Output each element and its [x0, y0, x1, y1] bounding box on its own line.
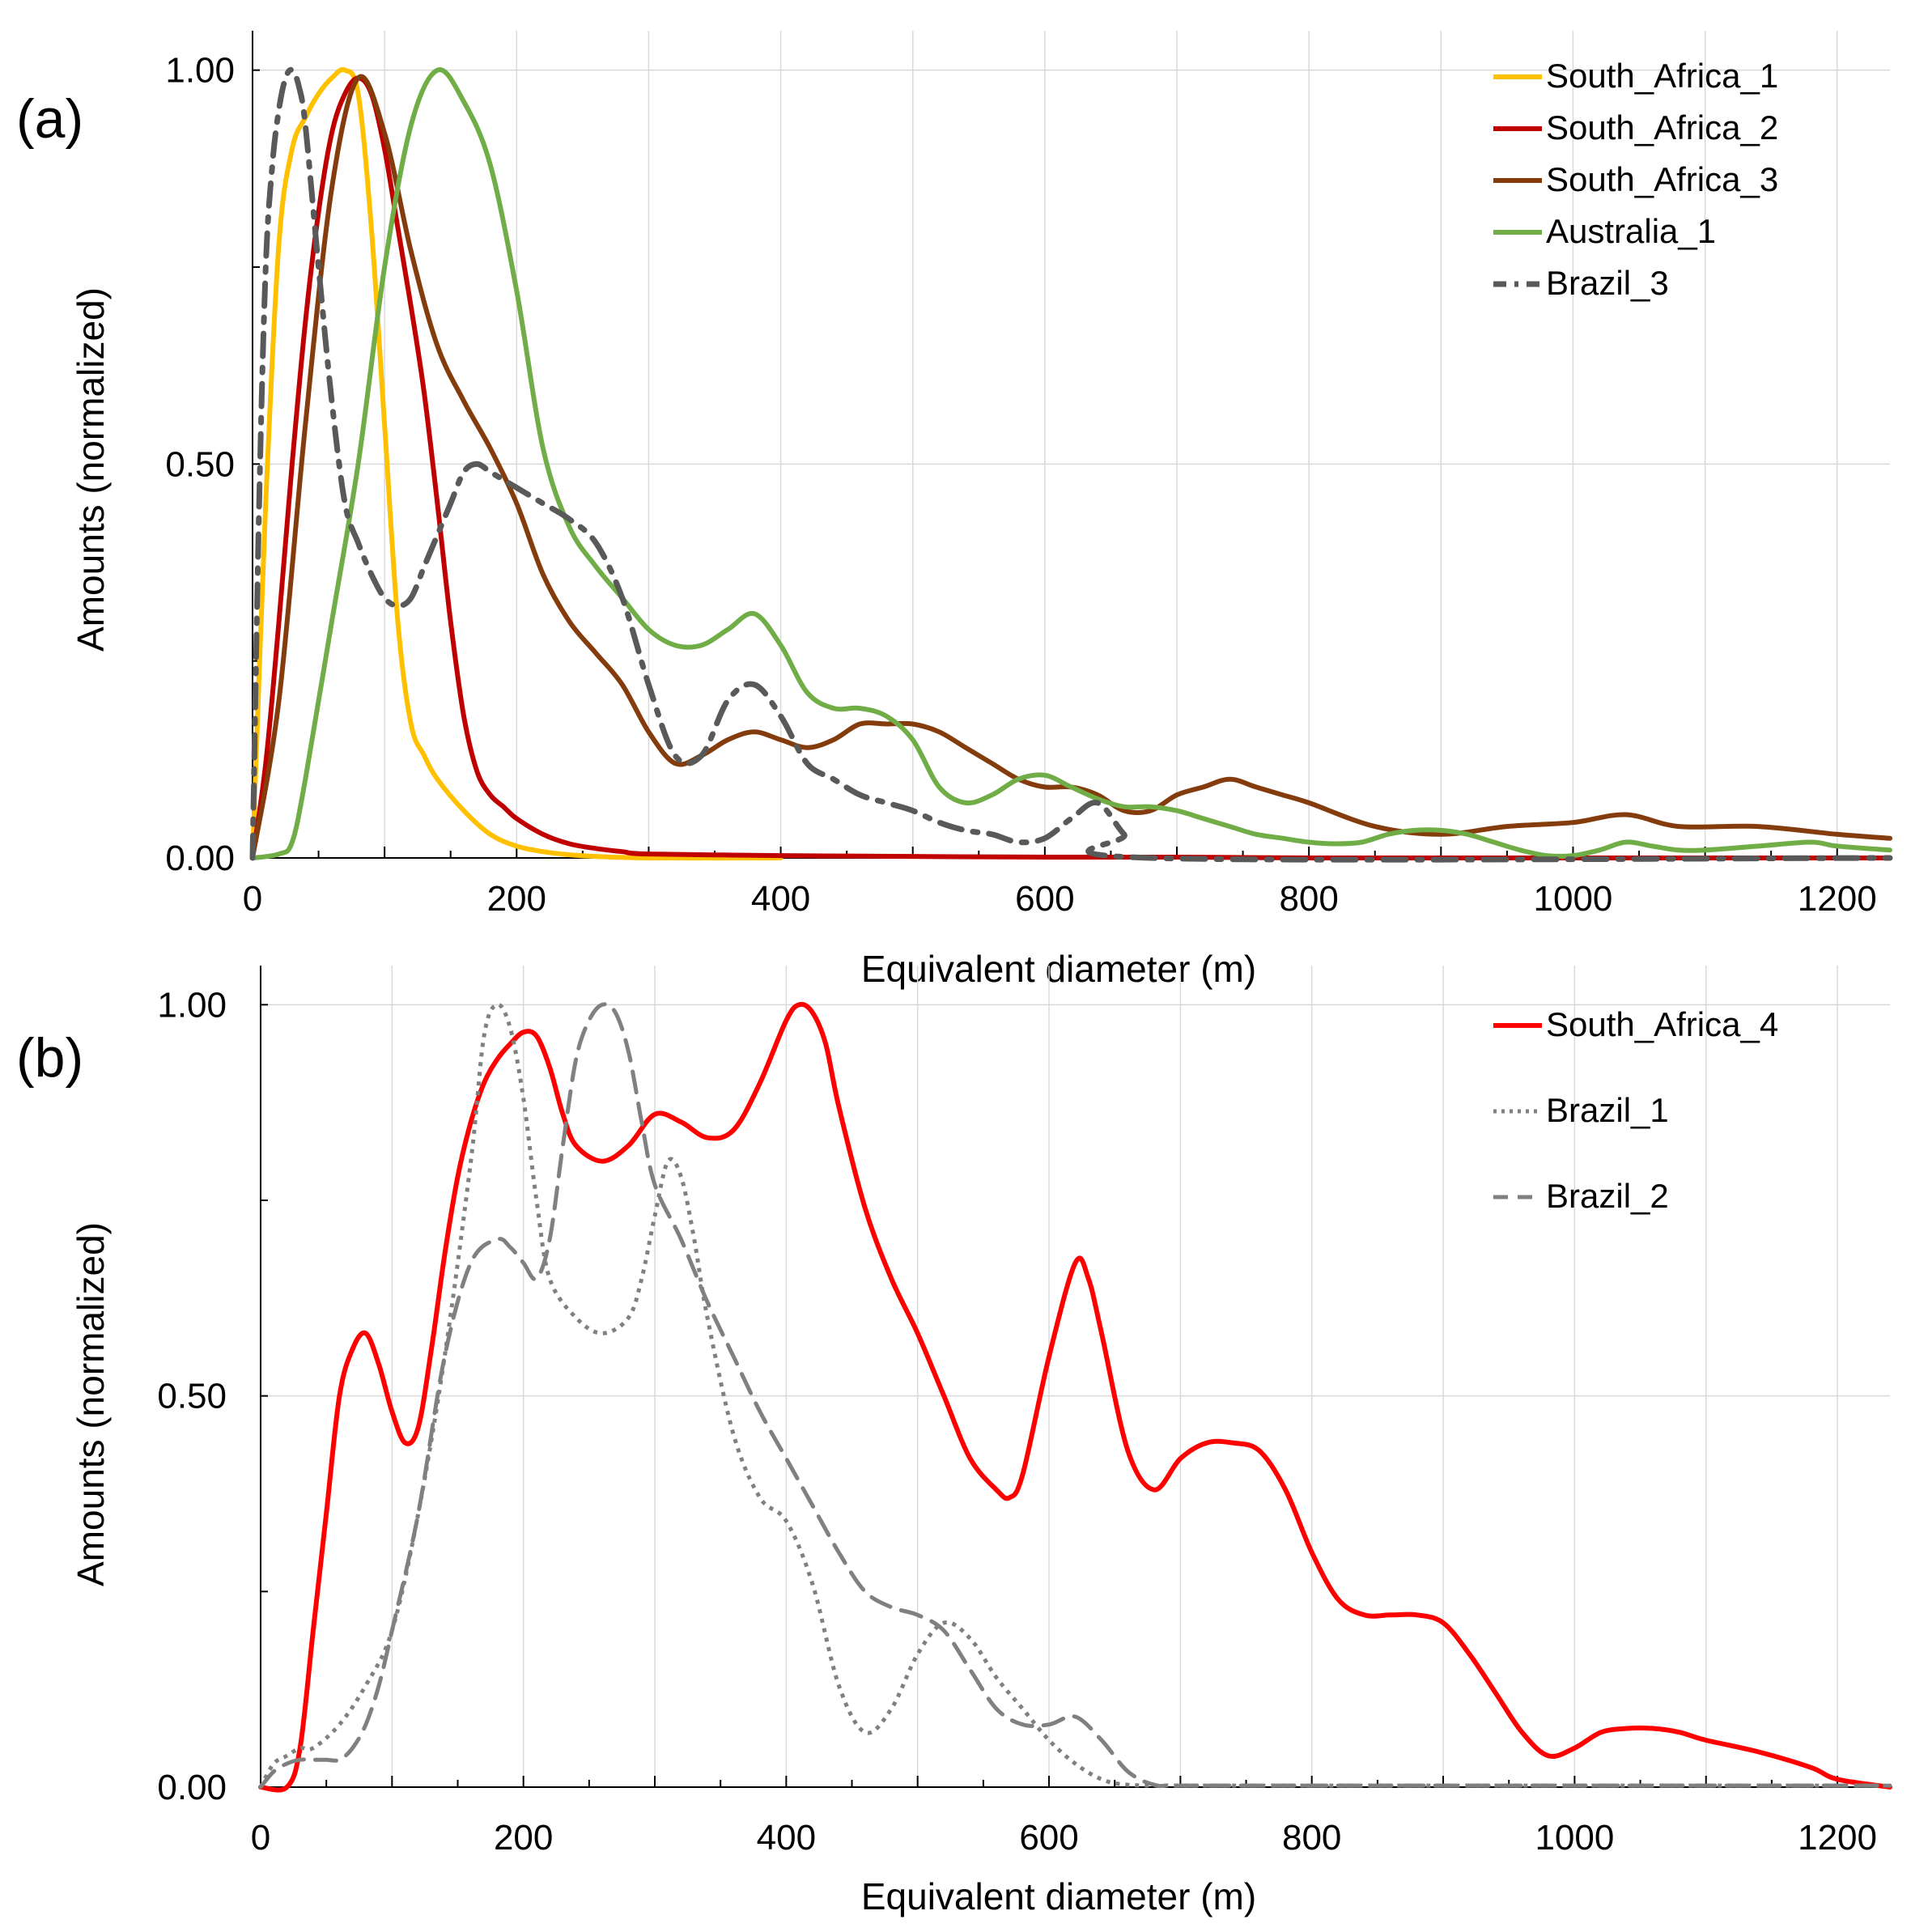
series-line-south-africa-1 — [250, 66, 784, 861]
y-tick-label: 1.00 — [157, 985, 227, 1025]
legend-label: South_Africa_2 — [1546, 108, 1778, 146]
y-axis-title-b: Amounts (normalized) — [70, 1222, 112, 1586]
panel-label-b: (b) — [16, 1027, 83, 1089]
x-tick-label: 600 — [1019, 1818, 1078, 1858]
chart-panel-a: (a) 0 200 400 600 800 1000 1200 0.00 0.50 1.00 Eq… — [16, 31, 1893, 990]
legend-label: South_Africa_4 — [1546, 1005, 1778, 1043]
chart-panel-b: (b) 0 200 400 600 800 1000 1200 0.00 0.50 1.00 Eq… — [16, 966, 1892, 1917]
legend-label: Brazil_1 — [1546, 1091, 1669, 1129]
y-tick-label: 1.00 — [165, 51, 235, 91]
series-line-south-africa-4 — [258, 1001, 1892, 1793]
series-line-brazil-3 — [249, 66, 1893, 863]
legend-label: South_Africa_1 — [1546, 57, 1778, 95]
x-tick-label: 600 — [1015, 879, 1074, 919]
x-tick-label: 1000 — [1534, 879, 1613, 919]
x-tick-label: 400 — [751, 879, 810, 919]
x-tick-label: 200 — [494, 1818, 553, 1858]
legend-label: South_Africa_3 — [1546, 160, 1778, 198]
y-tick-label: 0.50 — [157, 1377, 227, 1416]
x-tick-label: 0 — [251, 1818, 270, 1858]
x-tick-label: 1200 — [1798, 1818, 1877, 1858]
x-axis-title-b: Equivalent diameter (m) — [861, 1875, 1256, 1917]
x-axis-title-a: Equivalent diameter (m) — [861, 948, 1256, 990]
x-tick-label: 1000 — [1535, 1818, 1614, 1858]
panel-label-a: (a) — [16, 88, 83, 150]
y-tick-label: 0.00 — [157, 1768, 227, 1807]
x-tick-label: 800 — [1279, 879, 1338, 919]
legend-a: South_Africa_1 South_Africa_2 South_Africa… — [1493, 57, 1778, 302]
series-line-brazil-2 — [258, 1002, 1892, 1790]
legend-label: Australia_1 — [1546, 212, 1716, 250]
series-line-south-africa-3 — [250, 74, 1892, 860]
y-axis-title-a: Amounts (normalized) — [70, 287, 112, 652]
x-tick-label: 1200 — [1798, 879, 1877, 919]
x-tick-label: 800 — [1282, 1818, 1341, 1858]
x-tick-label: 400 — [757, 1818, 816, 1858]
series-line-brazil-1 — [258, 1002, 1890, 1789]
series-line-australia-1 — [250, 67, 1892, 860]
x-tick-label: 0 — [243, 879, 262, 919]
y-tick-label: 0.00 — [165, 839, 235, 878]
legend-b: South_Africa_4 Brazil_1 Brazil_2 — [1493, 1005, 1778, 1215]
legend-label: Brazil_3 — [1546, 264, 1669, 302]
legend-label: Brazil_2 — [1546, 1177, 1669, 1215]
y-tick-label: 0.50 — [165, 444, 235, 484]
x-tick-label: 200 — [487, 879, 546, 919]
